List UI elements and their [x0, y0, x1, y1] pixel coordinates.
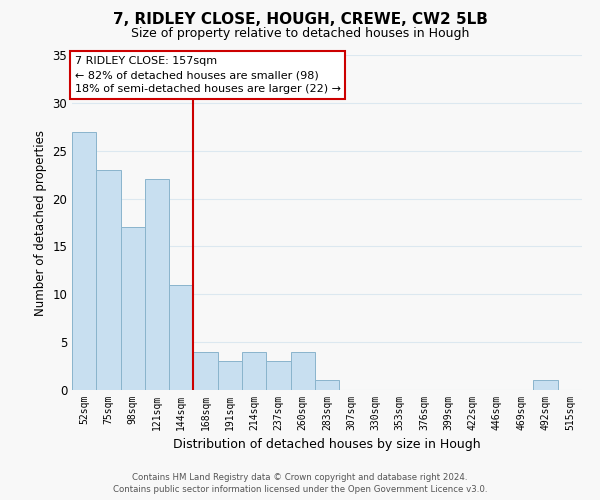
Y-axis label: Number of detached properties: Number of detached properties: [34, 130, 47, 316]
Bar: [96, 170, 121, 390]
Bar: [266, 362, 290, 390]
Bar: [121, 228, 145, 390]
Text: Contains HM Land Registry data © Crown copyright and database right 2024.
Contai: Contains HM Land Registry data © Crown c…: [113, 472, 487, 494]
Bar: [242, 352, 266, 390]
Bar: [145, 180, 169, 390]
Bar: [533, 380, 558, 390]
Text: Size of property relative to detached houses in Hough: Size of property relative to detached ho…: [131, 28, 469, 40]
Text: 7 RIDLEY CLOSE: 157sqm
← 82% of detached houses are smaller (98)
18% of semi-det: 7 RIDLEY CLOSE: 157sqm ← 82% of detached…: [74, 56, 341, 94]
Bar: [290, 352, 315, 390]
Bar: [193, 352, 218, 390]
Bar: [315, 380, 339, 390]
Bar: [169, 284, 193, 390]
X-axis label: Distribution of detached houses by size in Hough: Distribution of detached houses by size …: [173, 438, 481, 452]
Text: 7, RIDLEY CLOSE, HOUGH, CREWE, CW2 5LB: 7, RIDLEY CLOSE, HOUGH, CREWE, CW2 5LB: [113, 12, 487, 28]
Bar: [218, 362, 242, 390]
Bar: [72, 132, 96, 390]
